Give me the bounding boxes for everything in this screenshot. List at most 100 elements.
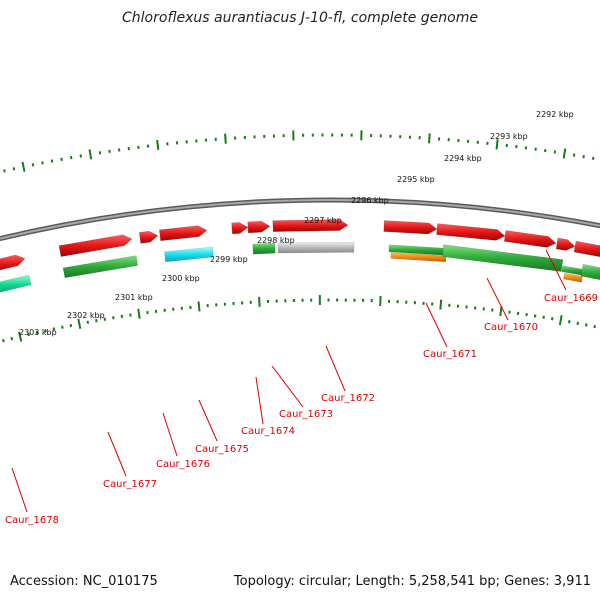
outer-scale-minor-tick xyxy=(591,156,595,161)
kbp-label-2301: 2301 kbp xyxy=(115,293,153,302)
gene-label-caur-1671: Caur_1671 xyxy=(423,349,477,360)
rna-caur-1674 xyxy=(252,242,276,255)
outer-scale-minor-tick xyxy=(12,167,16,171)
gene-label-caur-1672: Caur_1672 xyxy=(321,393,375,404)
kbp-label-2303: 2303 kbp xyxy=(19,328,57,337)
inner-scale-major-tick xyxy=(258,296,261,307)
inner-scale-minor-tick xyxy=(52,327,56,331)
outer-scale-minor-tick xyxy=(41,161,44,165)
gene-labels: Caur_1669 Caur_1670 Caur_1671 Caur_1672 … xyxy=(5,293,598,526)
outer-scale-minor-tick xyxy=(69,155,73,160)
outer-scale-minor-tick xyxy=(60,157,63,161)
leader-line xyxy=(545,249,567,291)
outer-scale-major-tick xyxy=(428,133,431,144)
cds-caur-1669 xyxy=(573,240,600,258)
inner-scale-major-tick xyxy=(439,299,443,310)
leader-line xyxy=(486,277,509,321)
leader-line xyxy=(255,376,264,425)
inner-scale-minor-tick xyxy=(86,320,90,324)
inner-scale-minor-tick xyxy=(44,329,47,333)
cds-caur-1669b xyxy=(555,237,576,251)
outer-scale-major-tick xyxy=(21,161,26,172)
cds-caur-1672 xyxy=(272,219,349,232)
kbp-label-2298: 2298 kbp xyxy=(257,236,295,245)
genome-title: Chloroflexus aurantiacus J-10-fl, comple… xyxy=(122,10,478,26)
kbp-labels: 2292 kbp 2293 kbp 2294 kbp 2295 kbp 2296… xyxy=(19,110,574,337)
inner-scale-minor-tick xyxy=(27,332,30,337)
rna-caur-1672 xyxy=(277,241,355,254)
cds-caur-1676 xyxy=(159,225,208,242)
inner-scale-minor-tick xyxy=(576,321,580,325)
leader-line xyxy=(11,467,28,513)
cds-caur-1670 xyxy=(436,223,506,241)
inner-scale-major-tick xyxy=(558,315,563,326)
inner-scale-minor-tick xyxy=(35,330,39,335)
kbp-label-2292: 2292 kbp xyxy=(536,110,574,119)
kbp-label-2302: 2302 kbp xyxy=(67,311,105,320)
gene-label-caur-1673: Caur_1673 xyxy=(279,409,333,420)
kbp-label-2295: 2295 kbp xyxy=(397,175,435,184)
inner-scale-minor-tick xyxy=(593,324,597,329)
gene-label-caur-1675: Caur_1675 xyxy=(195,444,249,455)
gene-label-caur-1678: Caur_1678 xyxy=(5,515,59,526)
genome-stats-text: Topology: circular; Length: 5,258,541 bp… xyxy=(233,574,591,589)
leader-line xyxy=(162,412,178,457)
gene-label-caur-1676: Caur_1676 xyxy=(156,459,210,470)
cds-caur-1674a xyxy=(231,222,249,235)
outer-scale-minor-tick xyxy=(79,154,82,158)
gene-label-caur-1677: Caur_1677 xyxy=(103,479,157,490)
inner-scale xyxy=(2,295,597,343)
outer-scale xyxy=(3,130,595,173)
leader-line xyxy=(271,365,304,408)
outer-scale-minor-tick xyxy=(50,159,54,163)
outer-scale-major-tick xyxy=(88,149,93,160)
kbp-label-2299: 2299 kbp xyxy=(210,255,248,264)
kbp-label-2294: 2294 kbp xyxy=(444,154,482,163)
outer-scale-major-tick xyxy=(495,139,499,150)
outer-scale-major-tick xyxy=(156,139,160,151)
rna-caur-1678 xyxy=(0,274,32,293)
leader-line xyxy=(325,345,346,392)
inner-scale-minor-tick xyxy=(584,323,588,327)
kbp-label-2297: 2297 kbp xyxy=(304,216,342,225)
gene-label-caur-1669: Caur_1669 xyxy=(544,293,598,304)
accession-text: Accession: NC_010175 xyxy=(10,574,158,589)
kbp-label-2300: 2300 kbp xyxy=(162,274,200,283)
outer-scale-minor-tick xyxy=(3,169,6,173)
inner-scale-minor-tick xyxy=(550,317,554,321)
cds-caur-1673 xyxy=(247,220,271,234)
inner-scale-minor-tick xyxy=(2,339,5,343)
kbp-label-2296: 2296 kbp xyxy=(351,196,389,205)
outer-scale-minor-tick xyxy=(582,155,585,159)
inner-scale-minor-tick xyxy=(61,325,64,329)
inner-scale-major-tick xyxy=(197,301,201,312)
kbp-label-2293: 2293 kbp xyxy=(490,132,528,141)
rna-caur-1675 xyxy=(164,246,214,263)
inner-scale-minor-tick xyxy=(69,323,73,328)
leader-line xyxy=(107,431,127,477)
cds-caur-1678 xyxy=(0,254,26,271)
cds-caur-1676a xyxy=(138,230,159,244)
backbone xyxy=(0,197,600,242)
outer-scale-major-tick xyxy=(224,133,227,144)
cds-caur-1669a xyxy=(504,230,557,248)
inner-scale-major-tick xyxy=(18,331,23,342)
leader-line xyxy=(425,302,448,348)
cds-caur-1677 xyxy=(58,234,133,257)
leader-line xyxy=(198,399,218,442)
leader-lines xyxy=(11,249,567,513)
outer-scale-major-tick xyxy=(562,148,567,159)
rna-caur-1669e xyxy=(580,263,600,281)
gene-label-caur-1670: Caur_1670 xyxy=(484,322,538,333)
inner-scale-minor-tick xyxy=(10,336,14,341)
inner-scale-major-tick xyxy=(137,308,141,319)
backbone-highlight xyxy=(0,199,600,240)
inner-scale-minor-tick xyxy=(95,319,98,323)
feature-track xyxy=(0,219,600,293)
outer-scale-minor-tick xyxy=(31,163,35,167)
rna-caur-1677 xyxy=(62,255,138,279)
cds-caur-1671 xyxy=(383,220,438,235)
inner-scale-minor-tick xyxy=(568,320,571,324)
inner-scale-minor-tick xyxy=(103,317,107,321)
